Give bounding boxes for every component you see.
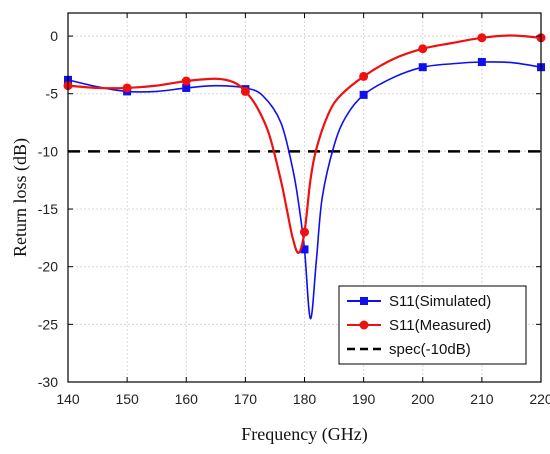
y-tick-label: -10 (38, 143, 58, 159)
x-tick-label: 160 (175, 391, 199, 407)
legend-label: spec(-10dB) (389, 341, 471, 358)
y-tick-label: -30 (38, 374, 58, 390)
data-point (477, 58, 486, 67)
y-tick-label: -5 (46, 86, 59, 102)
x-tick-label: 200 (411, 391, 435, 407)
x-tick-label: 190 (352, 391, 376, 407)
y-tick-label: -15 (38, 201, 58, 217)
data-point (181, 76, 191, 86)
x-tick-label: 180 (293, 391, 317, 407)
legend-marker (359, 320, 369, 330)
legend-label: S11(Measured) (389, 317, 491, 334)
data-point (418, 44, 428, 54)
x-axis-title: Frequency (GHz) (241, 424, 367, 445)
data-point (240, 86, 250, 96)
data-point (122, 83, 132, 93)
legend-label: S11(Simulated) (389, 293, 491, 310)
x-tick-label: 210 (470, 391, 494, 407)
legend: S11(Simulated) S11(Measured) spec(-10dB) (338, 285, 527, 365)
y-tick-label: -20 (38, 259, 58, 275)
series-layer (63, 33, 546, 320)
x-tick-label: 220 (529, 391, 550, 407)
data-point (300, 245, 309, 254)
legend-item: S11(Simulated) (347, 293, 491, 310)
data-point (359, 71, 369, 81)
x-tick-label: 140 (56, 391, 80, 407)
x-tick-label: 150 (115, 391, 139, 407)
data-point (418, 63, 427, 72)
data-point (477, 33, 487, 43)
data-point (300, 227, 309, 237)
legend-marker (360, 297, 368, 305)
data-point (359, 90, 368, 99)
x-tick-label: 170 (234, 391, 258, 407)
y-axis-title: Return loss (dB) (10, 138, 31, 257)
legend-item: spec(-10dB) (347, 341, 471, 358)
data-point (182, 83, 191, 92)
axis-ticks: 140 150 160 170 180 190 200 210 220 0 -5 -10 -15 -20 -… (38, 13, 550, 407)
legend-item: S11(Measured) (347, 317, 491, 334)
y-tick-label: 0 (50, 28, 58, 44)
y-tick-label: -25 (38, 316, 58, 332)
